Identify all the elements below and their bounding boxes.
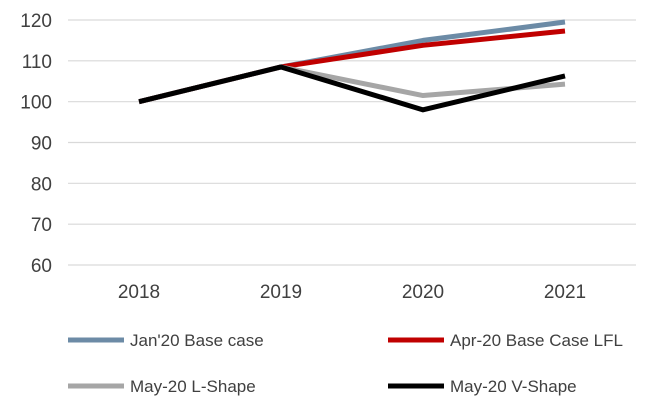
gridlines	[68, 19, 636, 266]
y-tick-label: 110	[22, 52, 52, 73]
x-tick-label: 2021	[544, 282, 586, 303]
legend-label-0: Jan'20 Base case	[130, 331, 264, 350]
y-axis-ticks: 60 70 80 90 100 110 120	[20, 11, 52, 277]
y-tick-label: 80	[31, 174, 52, 195]
legend-label-2: May-20 L-Shape	[130, 377, 256, 396]
legend-label-1: Apr-20 Base Case LFL	[450, 331, 623, 350]
y-tick-label: 70	[31, 215, 52, 236]
x-tick-label: 2020	[402, 282, 444, 303]
legend: Jan'20 Base case Apr-20 Base Case LFL May-…	[68, 331, 623, 396]
x-tick-label: 2019	[260, 282, 302, 303]
series-line-3	[138, 64, 566, 113]
y-tick-label: 100	[20, 93, 52, 114]
y-tick-label: 120	[20, 11, 52, 32]
series-lines	[138, 19, 566, 113]
y-tick-label: 90	[31, 134, 52, 155]
x-tick-label: 2018	[118, 282, 160, 303]
x-axis-ticks: 2018 2019 2020 2021	[118, 282, 586, 303]
y-tick-label: 60	[31, 256, 52, 277]
legend-label-3: May-20 V-Shape	[450, 377, 577, 396]
